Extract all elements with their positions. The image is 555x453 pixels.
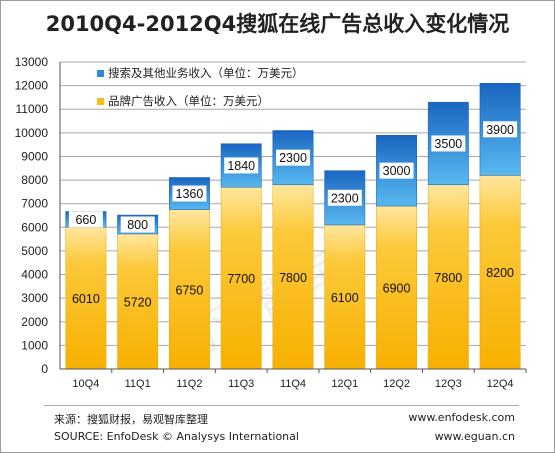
footer-source-cn: 来源：搜狐财报，易观智库整理 [54,413,208,426]
x-tick-label: 10Q4 [72,378,99,390]
data-label-brand: 6010 [72,292,100,306]
y-tick-label: 10000 [15,126,49,140]
data-label-box [172,185,207,202]
data-label-brand: 7800 [279,271,307,285]
x-tick-label: 11Q2 [176,378,202,390]
data-label-box [224,157,259,174]
data-label-box [483,121,518,138]
data-label-search: 3900 [486,123,514,137]
y-tick-label: 11000 [16,102,49,116]
data-label-search: 1840 [227,159,255,173]
y-tick-label: 8000 [21,173,48,187]
data-label-search: 660 [75,213,96,227]
bar-brand-11Q3 [220,186,262,370]
bar-brand-12Q4 [479,175,521,370]
y-tick-label: 4000 [21,268,48,282]
bar-brand-10Q4 [65,226,107,370]
data-label-box [431,135,466,152]
x-tick-label: 11Q3 [228,378,254,390]
y-tick-label: 1000 [21,338,48,352]
legend-swatch-search [97,70,104,77]
data-label-brand: 5720 [124,295,152,309]
data-label-search: 3500 [434,137,462,151]
bar-brand-11Q1 [117,233,159,370]
bar-brand-12Q1 [324,224,366,370]
y-tick-label: 5000 [21,244,48,258]
y-tick-label: 13000 [15,55,49,69]
y-tick-label: 3000 [21,291,48,305]
data-label-box [68,211,103,228]
data-label-brand: 6100 [331,291,359,305]
y-tick-label: 6000 [21,220,48,234]
x-tick-label: 11Q1 [125,378,151,390]
data-label-box [327,189,362,206]
bar-brand-11Q4 [272,184,314,370]
data-label-box [379,162,414,179]
data-label-search: 2300 [331,191,359,205]
footer-url-eguan[interactable]: www.eguan.cn [434,430,515,443]
data-label-search: 800 [127,218,148,232]
data-label-brand: 8200 [486,266,514,280]
y-tick-label: 0 [41,362,48,376]
x-tick-label: 12Q3 [435,378,462,390]
y-tick-label: 9000 [21,149,48,163]
y-tick-label: 12000 [15,79,49,93]
x-tick-label: 11Q4 [280,378,306,390]
data-label-box [120,216,155,233]
bar-brand-12Q3 [427,184,469,370]
data-label-box [276,149,310,166]
data-label-brand: 6750 [176,283,204,297]
data-label-brand: 7700 [227,272,255,286]
footer-divider [44,405,519,406]
data-label-search: 1360 [176,187,204,201]
legend-swatch-brand [97,98,104,105]
data-label-brand: 7800 [434,271,462,285]
footer-source-en: SOURCE: EnfoDesk © Analysys Internationa… [54,430,299,443]
y-tick-label: 2000 [21,315,48,329]
footer-url-enfodesk[interactable]: www.enfodesk.com [408,411,515,424]
y-tick-label: 7000 [21,197,48,211]
legend-label-search: 搜索及其他业务收入（单位：万美元） [108,66,304,80]
data-label-search: 3000 [383,164,411,178]
bar-brand-11Q2 [169,209,210,370]
x-tick-label: 12Q1 [331,378,358,390]
chart-title: 2010Q4-2012Q4搜狐在线广告总收入变化情况 [45,12,510,36]
data-label-search: 2300 [279,151,307,165]
legend-label-brand: 品牌广告收入（单位：万美元） [108,94,269,108]
x-tick-label: 12Q4 [487,378,514,390]
x-tick-label: 12Q2 [383,378,410,390]
data-label-brand: 6900 [383,282,411,296]
